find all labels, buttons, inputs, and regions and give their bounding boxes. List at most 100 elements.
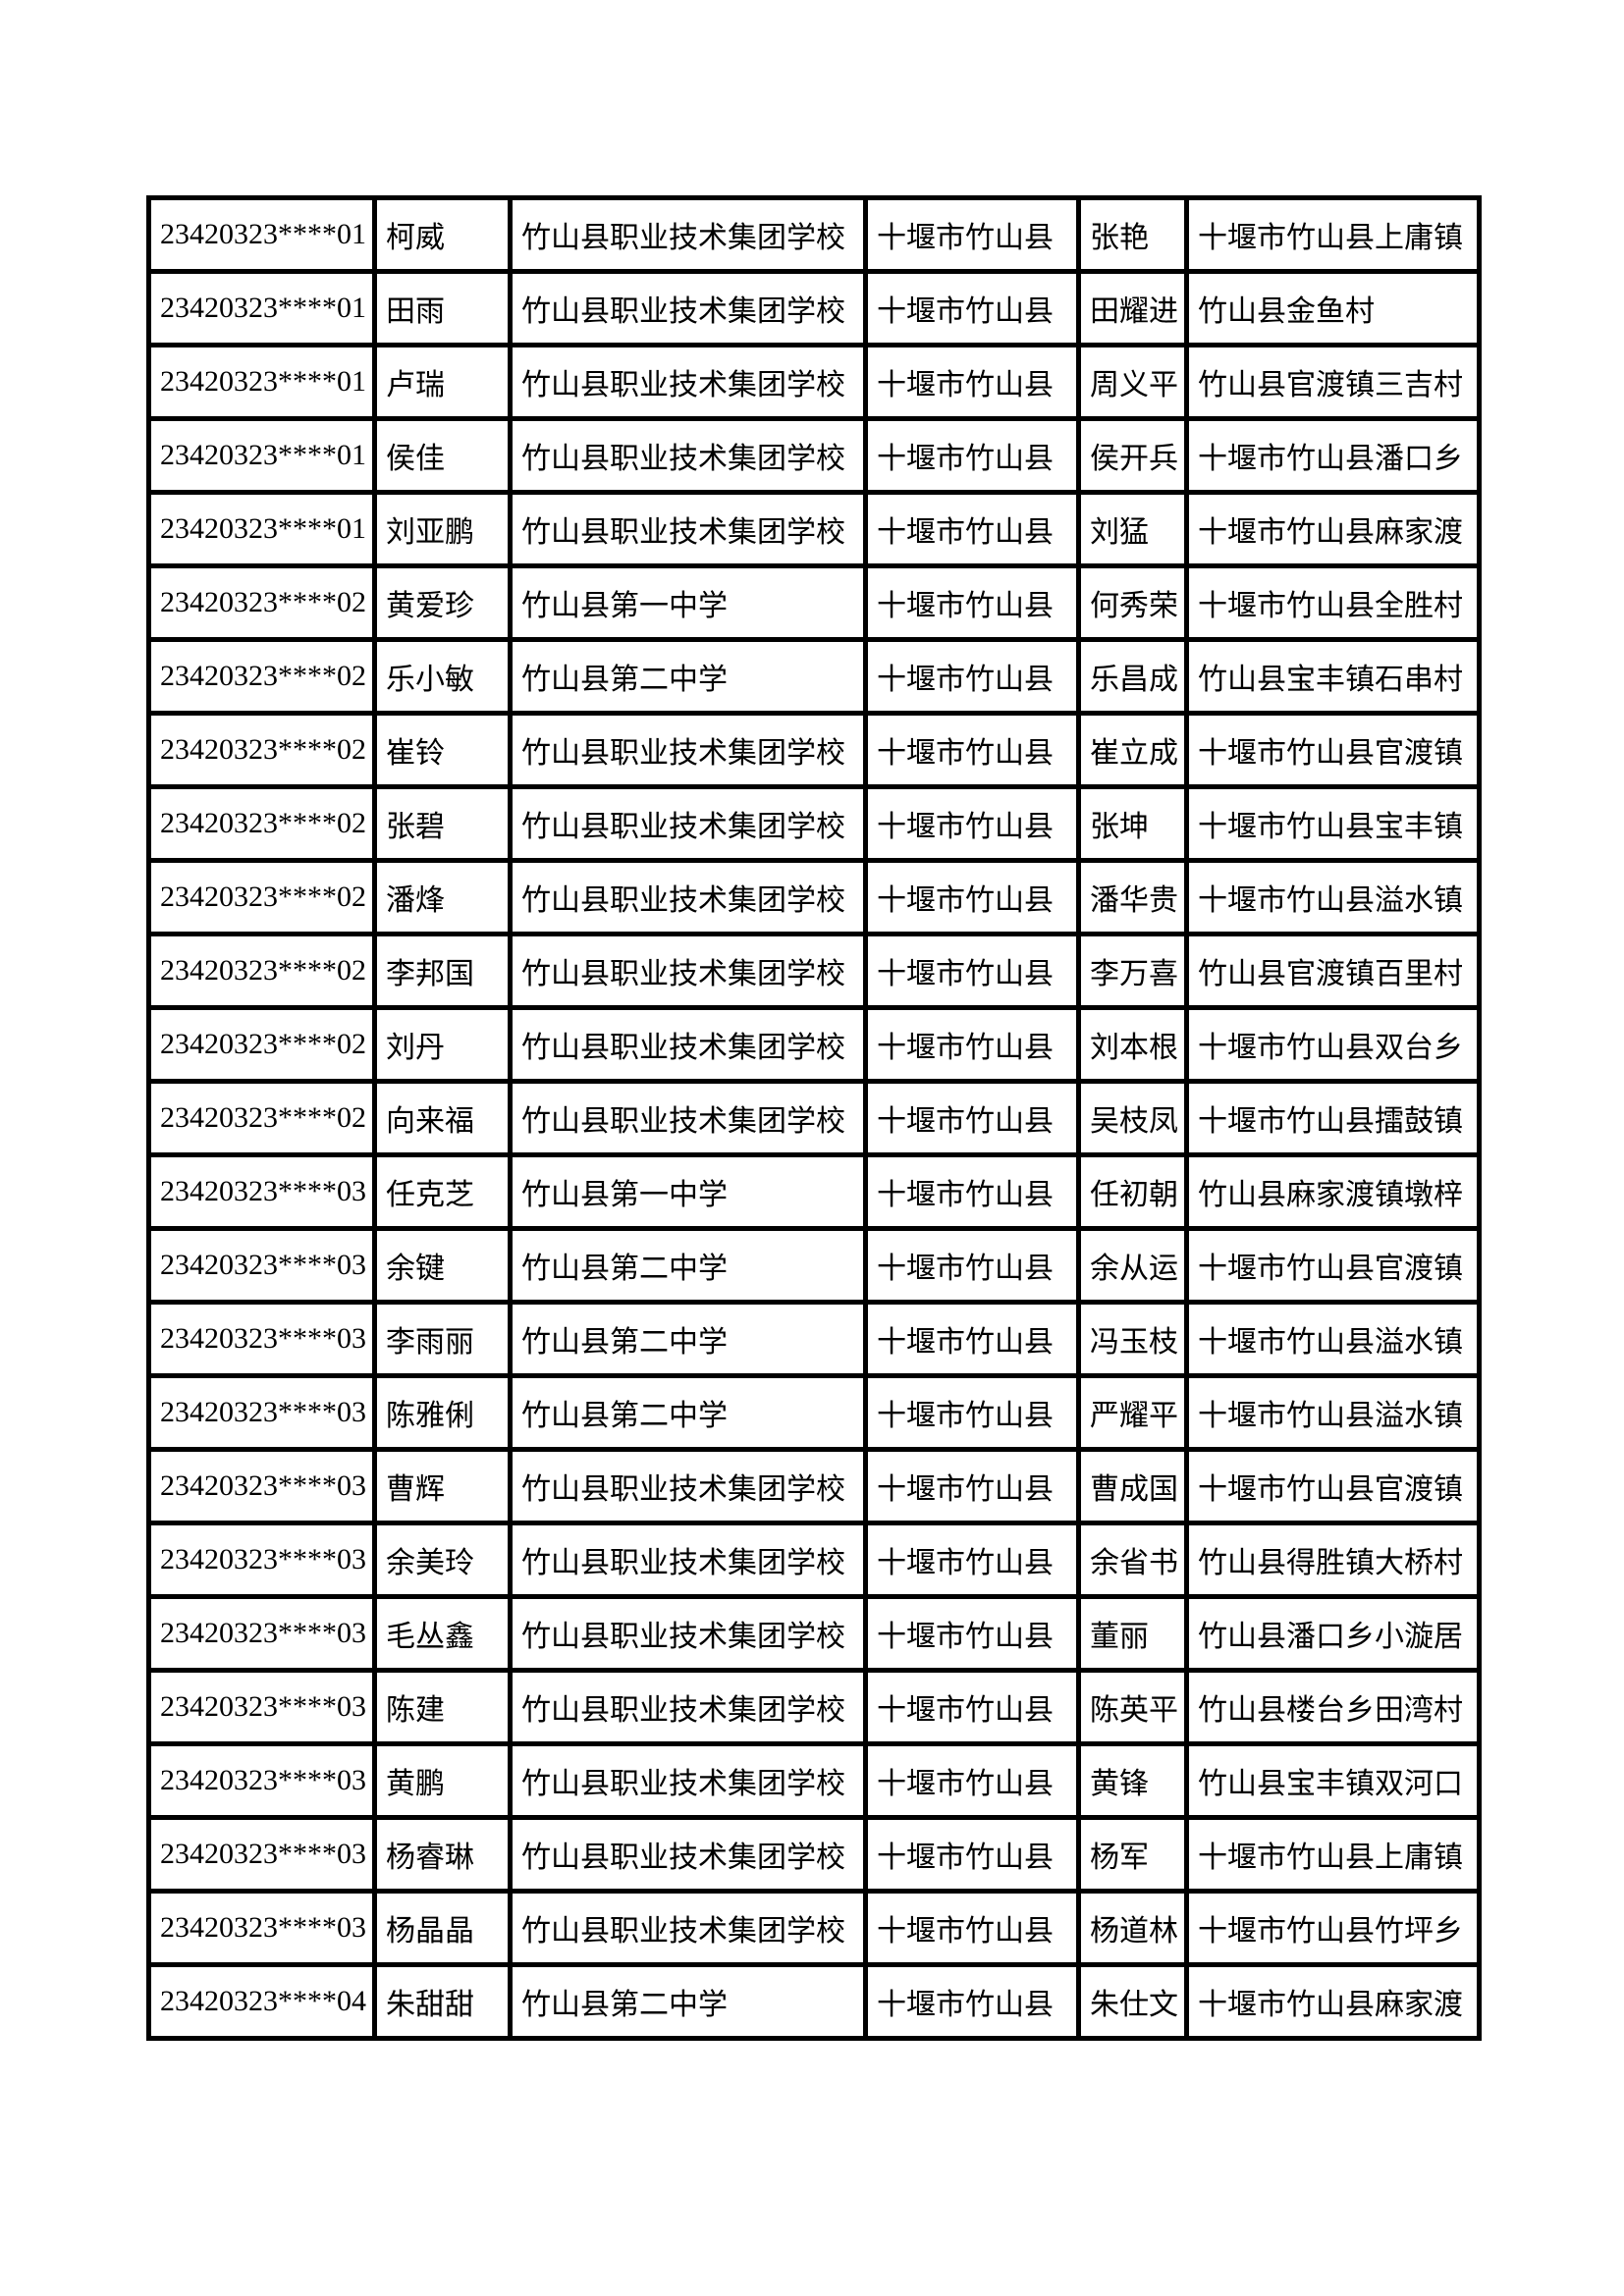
cell-student-name: 陈建 <box>372 1668 513 1746</box>
cell-school: 竹山县职业技术集团学校 <box>508 1005 868 1084</box>
cell-guardian-name: 潘华贵 <box>1076 858 1189 936</box>
cell-guardian-name: 陈英平 <box>1076 1668 1189 1746</box>
cell-exam-id: 23420323****02 <box>146 563 377 642</box>
cell-guardian-name: 任初朝 <box>1076 1152 1189 1231</box>
cell-region: 十堰市竹山县 <box>863 1962 1081 2041</box>
table-row: 23420323****01 刘亚鹏 竹山县职业技术集团学校 十堰市竹山县 刘猛 十堰市竹… <box>146 490 1482 568</box>
cell-guardian-name: 杨道林 <box>1076 1889 1189 1967</box>
cell-student-name: 张碧 <box>372 784 513 863</box>
cell-student-name: 李雨丽 <box>372 1300 513 1378</box>
cell-exam-id: 23420323****02 <box>146 1079 377 1157</box>
table-row: 23420323****03 余键 竹山县第二中学 十堰市竹山县 余从运 十堰市竹山县官渡… <box>146 1226 1482 1305</box>
cell-address: 十堰市竹山县溢水镇 <box>1184 1300 1482 1378</box>
cell-student-name: 崔铃 <box>372 711 513 789</box>
cell-exam-id: 23420323****03 <box>146 1521 377 1599</box>
cell-guardian-name: 董丽 <box>1076 1594 1189 1673</box>
cell-region: 十堰市竹山县 <box>863 1373 1081 1452</box>
cell-guardian-name: 崔立成 <box>1076 711 1189 789</box>
cell-address: 竹山县得胜镇大桥村 <box>1184 1521 1482 1599</box>
table-row: 23420323****03 李雨丽 竹山县第二中学 十堰市竹山县 冯玉枝 十堰市竹山县溢… <box>146 1300 1482 1378</box>
cell-region: 十堰市竹山县 <box>863 1226 1081 1305</box>
table-row: 23420323****03 曹辉 竹山县职业技术集团学校 十堰市竹山县 曹成国 十堰市竹… <box>146 1447 1482 1525</box>
cell-address: 竹山县官渡镇百里村 <box>1184 932 1482 1010</box>
cell-exam-id: 23420323****03 <box>146 1741 377 1820</box>
cell-student-name: 柯威 <box>372 195 513 274</box>
cell-exam-id: 23420323****03 <box>146 1668 377 1746</box>
cell-school: 竹山县职业技术集团学校 <box>508 195 868 274</box>
cell-address: 竹山县宝丰镇石串村 <box>1184 637 1482 716</box>
cell-school: 竹山县职业技术集团学校 <box>508 784 868 863</box>
cell-school: 竹山县职业技术集团学校 <box>508 932 868 1010</box>
cell-region: 十堰市竹山县 <box>863 416 1081 495</box>
cell-address: 十堰市竹山县上庸镇 <box>1184 1815 1482 1894</box>
cell-school: 竹山县职业技术集团学校 <box>508 416 868 495</box>
table-row: 23420323****02 刘丹 竹山县职业技术集团学校 十堰市竹山县 刘本根 十堰市竹… <box>146 1005 1482 1084</box>
cell-student-name: 杨晶晶 <box>372 1889 513 1967</box>
cell-address: 竹山县潘口乡小漩居 <box>1184 1594 1482 1673</box>
cell-region: 十堰市竹山县 <box>863 1152 1081 1231</box>
cell-school: 竹山县职业技术集团学校 <box>508 1447 868 1525</box>
cell-address: 十堰市竹山县麻家渡 <box>1184 1962 1482 2041</box>
table-row: 23420323****02 向来福 竹山县职业技术集团学校 十堰市竹山县 吴枝凤 十堰市… <box>146 1079 1482 1157</box>
cell-address: 十堰市竹山县溢水镇 <box>1184 858 1482 936</box>
cell-guardian-name: 曹成国 <box>1076 1447 1189 1525</box>
table-row: 23420323****04 朱甜甜 竹山县第二中学 十堰市竹山县 朱仕文 十堰市竹山县麻… <box>146 1962 1482 2041</box>
table-row: 23420323****03 毛丛鑫 竹山县职业技术集团学校 十堰市竹山县 董丽 竹山县潘… <box>146 1594 1482 1673</box>
cell-exam-id: 23420323****03 <box>146 1373 377 1452</box>
cell-region: 十堰市竹山县 <box>863 1594 1081 1673</box>
table-row: 23420323****02 崔铃 竹山县职业技术集团学校 十堰市竹山县 崔立成 十堰市竹… <box>146 711 1482 789</box>
cell-address: 十堰市竹山县官渡镇 <box>1184 711 1482 789</box>
cell-guardian-name: 严耀平 <box>1076 1373 1189 1452</box>
cell-school: 竹山县职业技术集团学校 <box>508 1079 868 1157</box>
cell-student-name: 余美玲 <box>372 1521 513 1599</box>
cell-school: 竹山县职业技术集团学校 <box>508 1594 868 1673</box>
cell-region: 十堰市竹山县 <box>863 1300 1081 1378</box>
cell-school: 竹山县职业技术集团学校 <box>508 711 868 789</box>
cell-guardian-name: 冯玉枝 <box>1076 1300 1189 1378</box>
cell-exam-id: 23420323****04 <box>146 1962 377 2041</box>
cell-guardian-name: 余省书 <box>1076 1521 1189 1599</box>
cell-guardian-name: 张艳 <box>1076 195 1189 274</box>
cell-student-name: 余键 <box>372 1226 513 1305</box>
student-roster-table: 23420323****01 柯威 竹山县职业技术集团学校 十堰市竹山县 张艳 十堰市竹山… <box>146 195 1482 2041</box>
cell-school: 竹山县职业技术集团学校 <box>508 343 868 421</box>
cell-address: 十堰市竹山县官渡镇 <box>1184 1447 1482 1525</box>
cell-region: 十堰市竹山县 <box>863 711 1081 789</box>
cell-address: 十堰市竹山县竹坪乡 <box>1184 1889 1482 1967</box>
cell-region: 十堰市竹山县 <box>863 1079 1081 1157</box>
cell-exam-id: 23420323****01 <box>146 490 377 568</box>
cell-region: 十堰市竹山县 <box>863 1668 1081 1746</box>
cell-region: 十堰市竹山县 <box>863 637 1081 716</box>
cell-student-name: 毛丛鑫 <box>372 1594 513 1673</box>
table-row: 23420323****03 杨晶晶 竹山县职业技术集团学校 十堰市竹山县 杨道林 十堰市… <box>146 1889 1482 1967</box>
cell-exam-id: 23420323****02 <box>146 932 377 1010</box>
cell-school: 竹山县职业技术集团学校 <box>508 1668 868 1746</box>
cell-school: 竹山县第二中学 <box>508 1962 868 2041</box>
cell-school: 竹山县第二中学 <box>508 1226 868 1305</box>
cell-school: 竹山县职业技术集团学校 <box>508 858 868 936</box>
cell-exam-id: 23420323****03 <box>146 1152 377 1231</box>
cell-region: 十堰市竹山县 <box>863 1741 1081 1820</box>
cell-address: 十堰市竹山县官渡镇 <box>1184 1226 1482 1305</box>
cell-exam-id: 23420323****03 <box>146 1889 377 1967</box>
cell-guardian-name: 刘猛 <box>1076 490 1189 568</box>
cell-region: 十堰市竹山县 <box>863 932 1081 1010</box>
cell-student-name: 朱甜甜 <box>372 1962 513 2041</box>
cell-school: 竹山县职业技术集团学校 <box>508 490 868 568</box>
cell-guardian-name: 黄锋 <box>1076 1741 1189 1820</box>
cell-school: 竹山县职业技术集团学校 <box>508 1521 868 1599</box>
table-row: 23420323****02 潘烽 竹山县职业技术集团学校 十堰市竹山县 潘华贵 十堰市竹… <box>146 858 1482 936</box>
cell-student-name: 卢瑞 <box>372 343 513 421</box>
table-row: 23420323****03 任克芝 竹山县第一中学 十堰市竹山县 任初朝 竹山县麻家渡镇… <box>146 1152 1482 1231</box>
cell-exam-id: 23420323****02 <box>146 858 377 936</box>
cell-exam-id: 23420323****01 <box>146 416 377 495</box>
cell-region: 十堰市竹山县 <box>863 1889 1081 1967</box>
cell-guardian-name: 杨军 <box>1076 1815 1189 1894</box>
cell-guardian-name: 刘本根 <box>1076 1005 1189 1084</box>
table-row: 23420323****02 黄爱珍 竹山县第一中学 十堰市竹山县 何秀荣 十堰市竹山县全… <box>146 563 1482 642</box>
cell-student-name: 田雨 <box>372 269 513 347</box>
cell-address: 竹山县金鱼村 <box>1184 269 1482 347</box>
table-row: 23420323****03 陈建 竹山县职业技术集团学校 十堰市竹山县 陈英平 竹山县楼… <box>146 1668 1482 1746</box>
cell-guardian-name: 余从运 <box>1076 1226 1189 1305</box>
cell-address: 竹山县宝丰镇双河口 <box>1184 1741 1482 1820</box>
